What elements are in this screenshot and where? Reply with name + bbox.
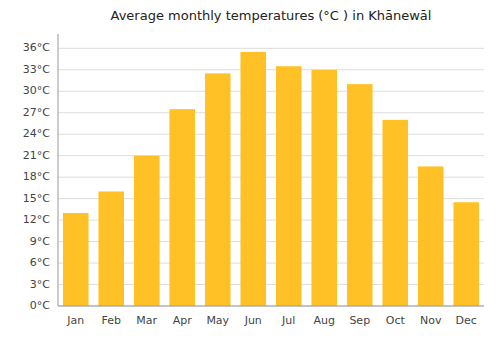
bar [134, 156, 160, 306]
x-tick-label: Jan [66, 314, 84, 327]
title: Average monthly temperatures (°C ) in Kh… [111, 8, 432, 23]
x-tick-label: Mar [136, 314, 157, 327]
bar [311, 70, 337, 306]
bar [276, 66, 302, 306]
bar [63, 213, 89, 306]
grid-line [58, 155, 484, 156]
bar [98, 191, 124, 306]
bar [418, 166, 444, 306]
y-tick-label: 33°C [23, 63, 50, 76]
x-tick-label: Dec [456, 314, 477, 327]
x-tick-label: Apr [173, 314, 193, 327]
y-axis-line [58, 34, 59, 306]
x-tick-label: Aug [314, 314, 335, 327]
x-axis-labels: Jan Feb Mar Apr May Jun Jul Aug Sep Oct Nov Dec [66, 314, 477, 327]
grid-line [58, 112, 484, 113]
grid-line [58, 306, 484, 307]
bar [347, 84, 373, 306]
x-tick-label: Nov [420, 314, 442, 327]
y-tick-label: 36°C [23, 41, 50, 54]
y-tick-label: 18°C [23, 170, 50, 183]
y-tick-label: 24°C [23, 127, 50, 140]
y-tick-label: 12°C [23, 213, 50, 226]
y-tick-label: 15°C [23, 192, 50, 205]
x-tick-label: Oct [386, 314, 406, 327]
x-tick-label: May [206, 314, 229, 327]
x-tick-label: Jun [244, 314, 262, 327]
y-tick-label: 9°C [30, 235, 50, 248]
y-tick-label: 0°C [30, 299, 50, 312]
grid-line [58, 91, 484, 92]
bars [63, 52, 479, 306]
bar [169, 109, 195, 306]
grid-line [58, 69, 484, 70]
x-tick-label: Feb [102, 314, 121, 327]
y-tick-label: 27°C [23, 106, 50, 119]
bar [240, 52, 266, 306]
bar [205, 73, 231, 306]
chart-container: 0°C 3°C 6°C 9°C 12°C 15°C 18°C 21°C 24°C 27°C 30°C… [0, 0, 500, 350]
y-tick-label: 3°C [30, 278, 50, 291]
x-tick-label: Sep [349, 314, 370, 327]
grid-line [58, 48, 484, 49]
bar [453, 202, 479, 306]
y-axis-labels: 0°C 3°C 6°C 9°C 12°C 15°C 18°C 21°C 24°C 27°C 30°C… [23, 41, 50, 312]
bar [382, 120, 408, 306]
y-tick-label: 6°C [30, 256, 50, 269]
y-tick-label: 21°C [23, 149, 50, 162]
grid [58, 48, 484, 306]
x-axis-line [58, 306, 484, 307]
y-tick-label: 30°C [23, 84, 50, 97]
x-tick-label: Jul [281, 314, 295, 327]
grid-line [58, 134, 484, 135]
chart: 0°C 3°C 6°C 9°C 12°C 15°C 18°C 21°C 24°C 27°C 30°C… [0, 0, 500, 350]
